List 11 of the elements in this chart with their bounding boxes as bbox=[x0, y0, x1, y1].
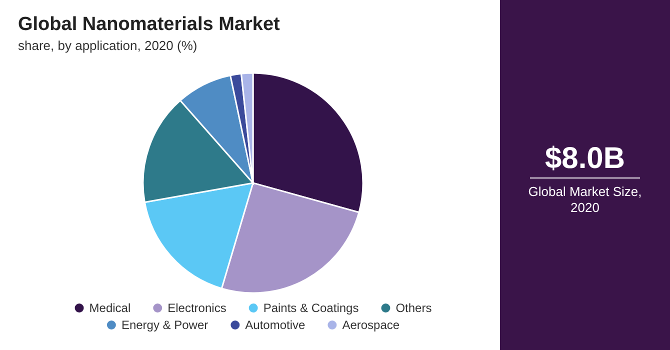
legend-label: Medical bbox=[89, 301, 131, 315]
legend-label: Automotive bbox=[245, 318, 306, 332]
legend-label: Energy & Power bbox=[121, 318, 208, 332]
text: Global Market Size, 2020 bbox=[528, 184, 642, 215]
chart-subtitle: share, by application, 2020 (%) bbox=[18, 38, 198, 53]
legend-label: Paints & Coatings bbox=[263, 301, 359, 315]
chart-title: Global Nanomaterials Market bbox=[18, 14, 281, 35]
text: $8.0B bbox=[544, 142, 626, 175]
legend-label: Others bbox=[396, 301, 432, 315]
legend-label: Electronics bbox=[168, 301, 226, 315]
legend-label: Aerospace bbox=[342, 318, 400, 332]
